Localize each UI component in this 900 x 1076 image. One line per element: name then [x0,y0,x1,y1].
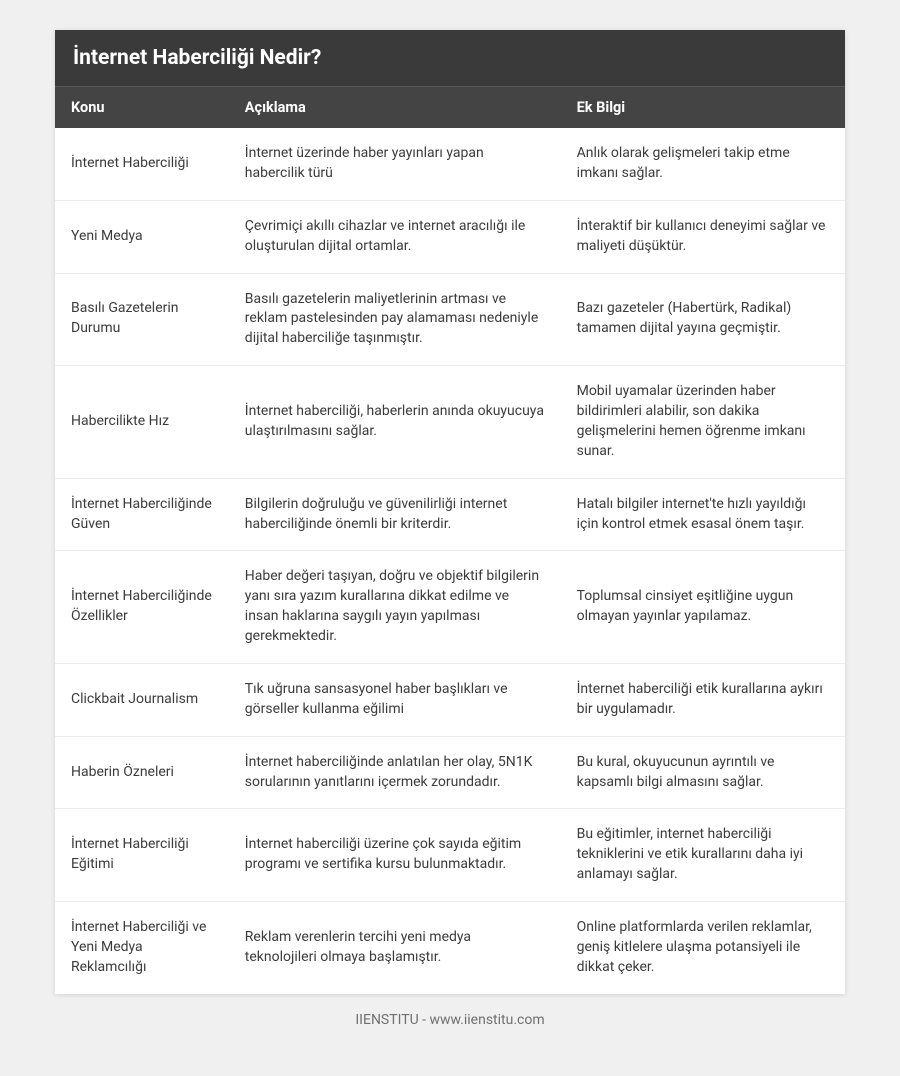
table-row: Basılı Gazetelerin DurumuBasılı gazetele… [55,273,845,366]
table-body: İnternet Haberciliğiİnternet üzerinde ha… [55,128,845,994]
table-cell: Haberin Özneleri [55,736,229,809]
table-cell: Mobil uyamalar üzerinden haber bildiriml… [561,366,845,479]
table-cell: İnternet Haberciliği ve Yeni Medya Rekla… [55,902,229,994]
table-cell: İnternet Haberciliği Eğitimi [55,809,229,902]
table-row: Yeni MedyaÇevrimiçi akıllı cihazlar ve i… [55,200,845,273]
card-title: İnternet Haberciliği Nedir? [55,30,845,86]
table-row: Haberin Özneleriİnternet haberciliğinde … [55,736,845,809]
table-cell: Bu eğitimler, internet haberciliği tekni… [561,809,845,902]
table-cell: Clickbait Journalism [55,663,229,736]
table-cell: Yeni Medya [55,200,229,273]
table-row: Clickbait JournalismTık uğruna sansasyon… [55,663,845,736]
table-cell: Basılı gazetelerin maliyetlerinin artmas… [229,273,561,366]
table-row: İnternet Haberciliğinde ÖzelliklerHaber … [55,551,845,664]
table-cell: Bilgilerin doğruluğu ve güvenilirliği in… [229,478,561,551]
table-cell: Hatalı bilgiler internet'te hızlı yayıld… [561,478,845,551]
table-cell: Bu kural, okuyucunun ayrıntılı ve kapsam… [561,736,845,809]
table-cell: İnternet haberciliği üzerine çok sayıda … [229,809,561,902]
info-table: Konu Açıklama Ek Bilgi İnternet Habercil… [55,86,845,994]
table-row: İnternet Haberciliğinde GüvenBilgilerin … [55,478,845,551]
table-cell: İnternet Haberciliğinde Özellikler [55,551,229,664]
table-row: İnternet Haberciliğiİnternet üzerinde ha… [55,128,845,200]
table-cell: İnternet haberciliğinde anlatılan her ol… [229,736,561,809]
table-cell: Reklam verenlerin tercihi yeni medya tek… [229,902,561,994]
table-cell: Habercilikte Hız [55,366,229,479]
table-cell: İnteraktif bir kullanıcı deneyimi sağlar… [561,200,845,273]
content-card: İnternet Haberciliği Nedir? Konu Açıklam… [55,30,845,994]
table-cell: Anlık olarak gelişmeleri takip etme imka… [561,128,845,200]
column-header-aciklama: Açıklama [229,87,561,129]
table-cell: İnternet haberciliği, haberlerin anında … [229,366,561,479]
table-row: Habercilikte Hızİnternet haberciliği, ha… [55,366,845,479]
table-row: İnternet Haberciliği Eğitimiİnternet hab… [55,809,845,902]
table-cell: İnternet üzerinde haber yayınları yapan … [229,128,561,200]
table-cell: Basılı Gazetelerin Durumu [55,273,229,366]
table-cell: İnternet Haberciliği [55,128,229,200]
table-header-row: Konu Açıklama Ek Bilgi [55,87,845,129]
table-cell: Haber değeri taşıyan, doğru ve objektif … [229,551,561,664]
table-cell: Çevrimiçi akıllı cihazlar ve internet ar… [229,200,561,273]
table-cell: İnternet haberciliği etik kurallarına ay… [561,663,845,736]
column-header-konu: Konu [55,87,229,129]
table-cell: Tık uğruna sansasyonel haber başlıkları … [229,663,561,736]
table-head: Konu Açıklama Ek Bilgi [55,87,845,129]
column-header-ek-bilgi: Ek Bilgi [561,87,845,129]
footer-text: IIENSTITU - www.iienstitu.com [55,994,845,1028]
table-cell: Bazı gazeteler (Habertürk, Radikal) tama… [561,273,845,366]
table-cell: İnternet Haberciliğinde Güven [55,478,229,551]
table-cell: Online platformlarda verilen reklamlar, … [561,902,845,994]
table-cell: Toplumsal cinsiyet eşitliğine uygun olma… [561,551,845,664]
table-row: İnternet Haberciliği ve Yeni Medya Rekla… [55,902,845,994]
